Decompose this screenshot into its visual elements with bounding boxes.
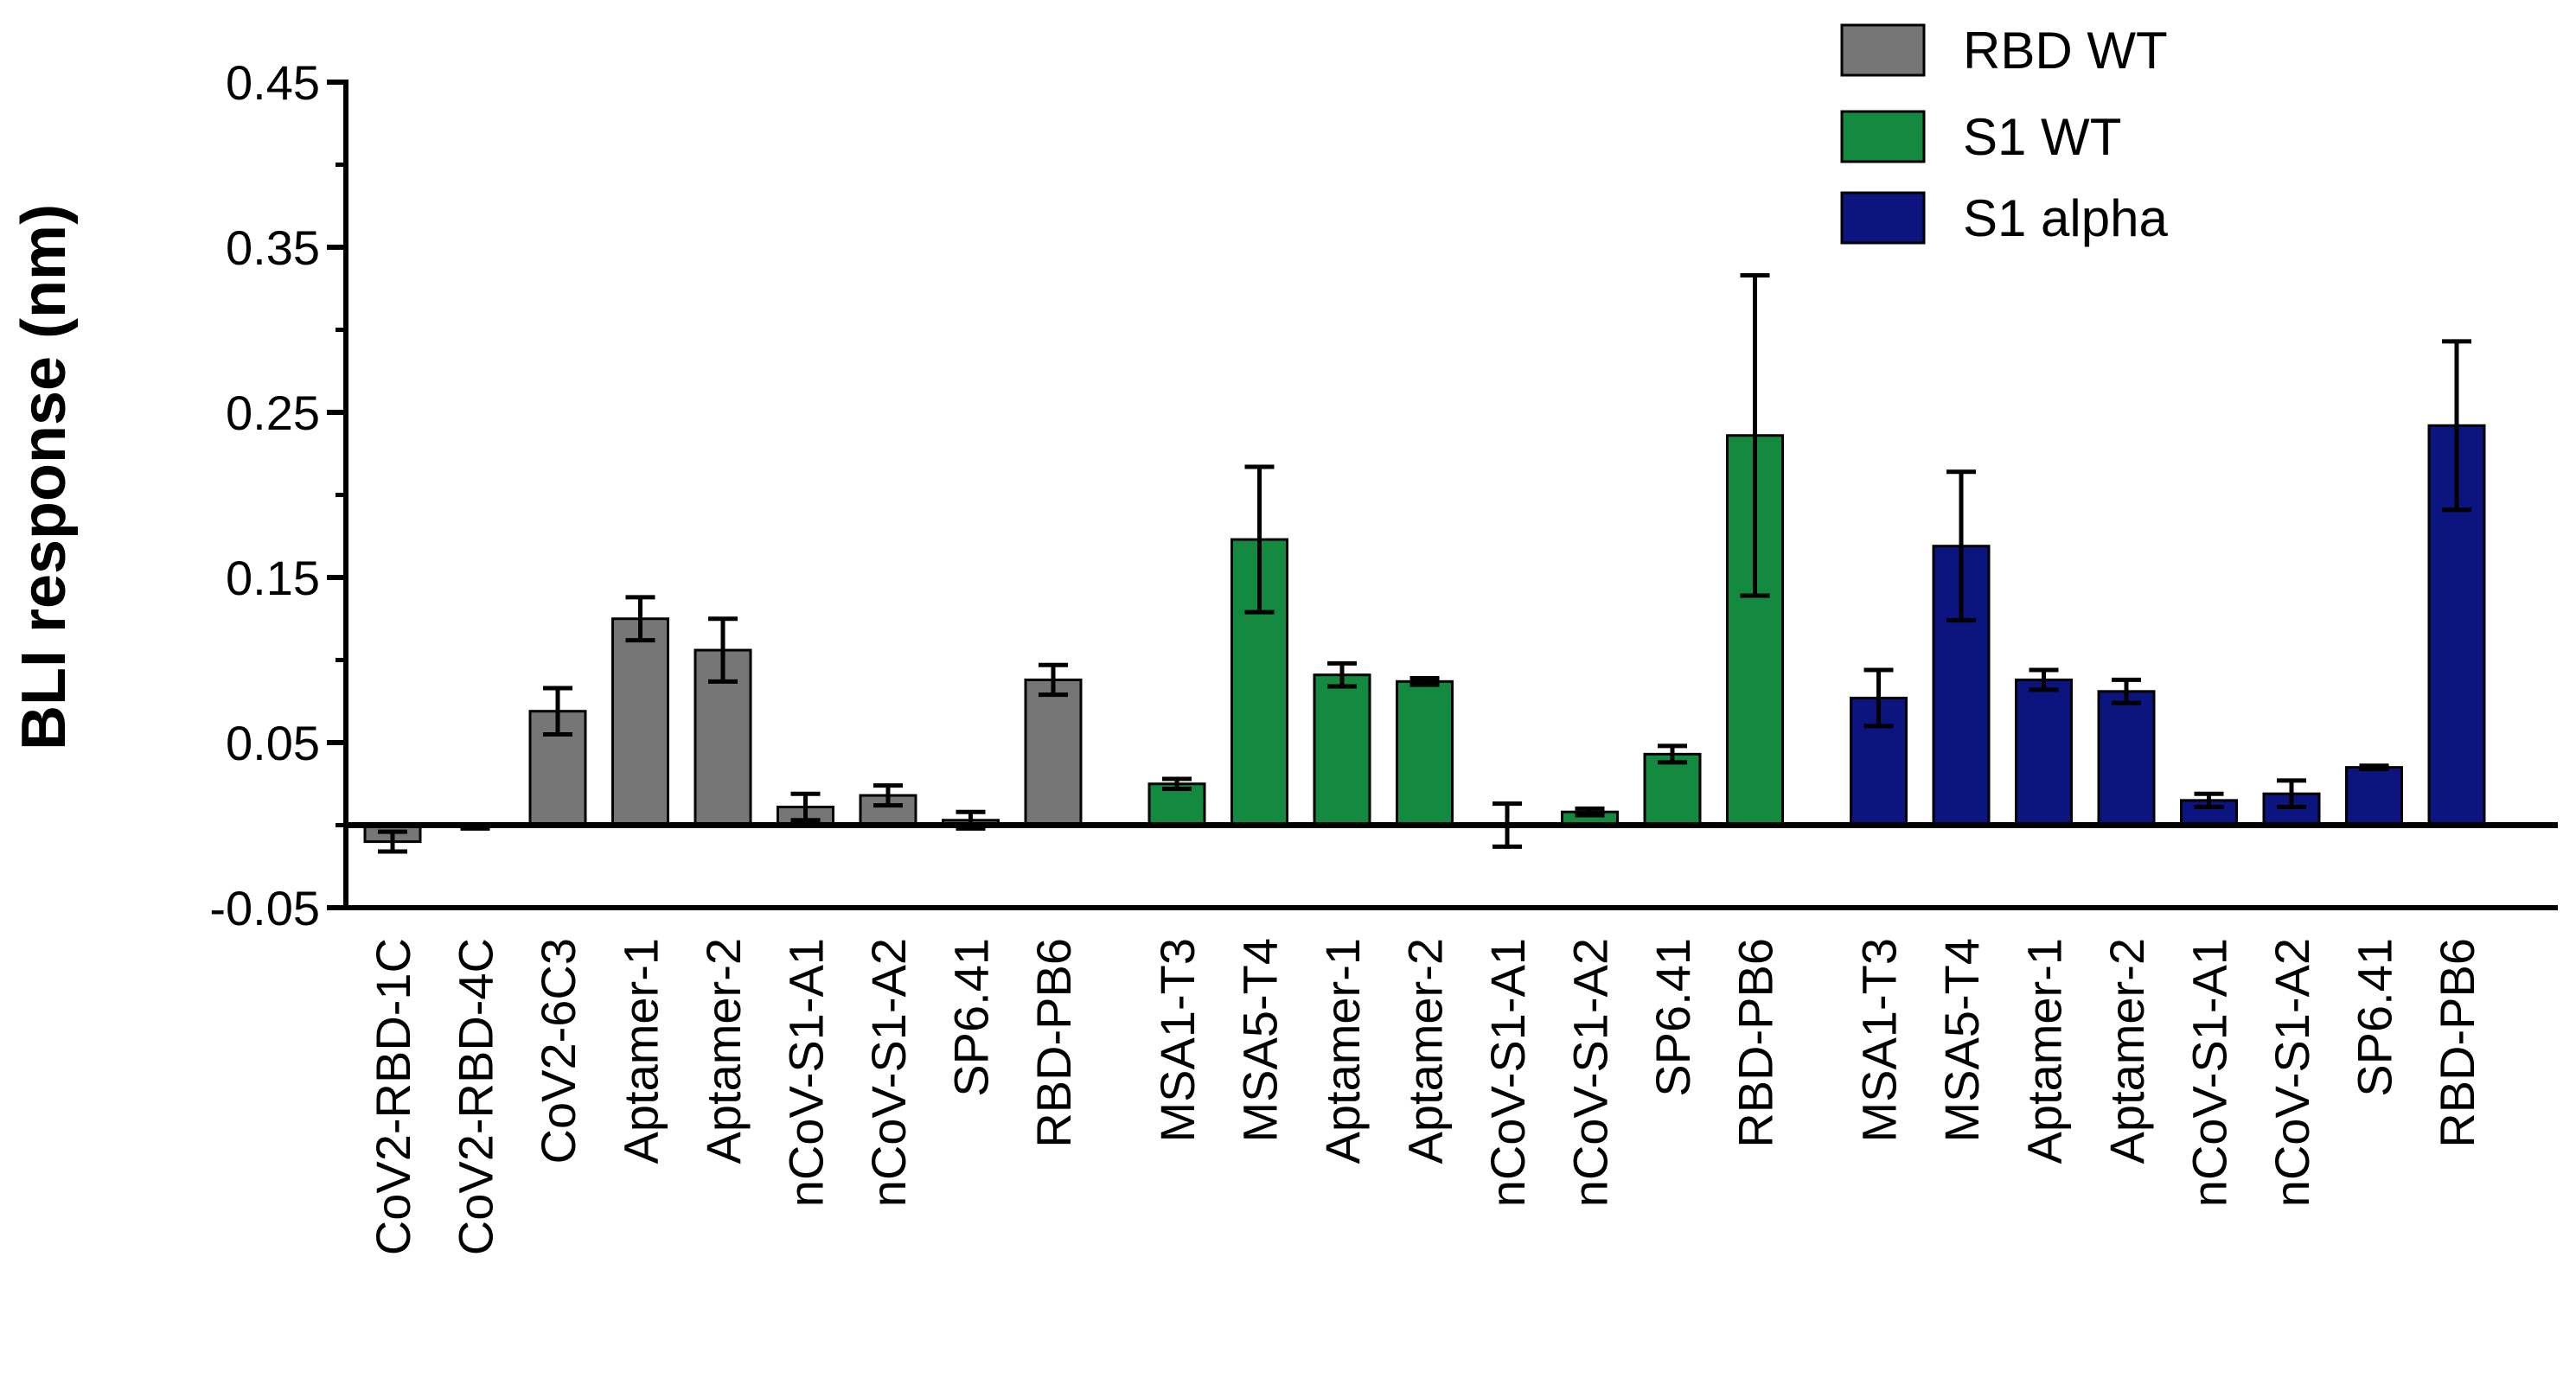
bar-s1-wt-aptamer-1 bbox=[1313, 673, 1371, 826]
legend-item-rbd-wt: RBD WT bbox=[1840, 22, 2168, 80]
category-label: CoV2-6C3 bbox=[531, 938, 585, 1164]
y-tick-label: 0.45 bbox=[226, 55, 320, 110]
category-label: RBD-PB6 bbox=[1026, 938, 1081, 1148]
bar-s1-wt-aptamer-2 bbox=[1396, 679, 1454, 827]
category-label: nCoV-S1-A2 bbox=[2265, 938, 2319, 1207]
error-bar bbox=[1162, 776, 1192, 791]
error-bar bbox=[2277, 778, 2306, 809]
category-label: RBD-PB6 bbox=[1729, 938, 1783, 1148]
error-bar bbox=[625, 595, 655, 643]
legend-item-s1-alpha: S1 alpha bbox=[1840, 189, 2168, 247]
error-bar bbox=[2029, 667, 2059, 692]
legend: RBD WT S1 WT S1 alpha bbox=[1840, 22, 2168, 247]
category-label: nCoV-S1-A1 bbox=[2183, 938, 2237, 1207]
category-label: SP6.41 bbox=[944, 938, 999, 1097]
error-bar bbox=[2359, 763, 2389, 772]
legend-label: RBD WT bbox=[1963, 22, 2168, 80]
category-label: Aptamer-2 bbox=[2100, 938, 2154, 1164]
category-label: MSA1-T3 bbox=[1150, 938, 1205, 1143]
category-label: Aptamer-2 bbox=[1398, 938, 1453, 1164]
y-tick-label: 0.05 bbox=[226, 716, 320, 770]
bar-s1-alpha-aptamer-2 bbox=[2097, 690, 2156, 826]
legend-swatch bbox=[1840, 110, 1926, 163]
error-bar bbox=[2112, 677, 2141, 705]
error-bar bbox=[873, 783, 903, 808]
error-bar bbox=[543, 686, 572, 737]
category-label: Aptamer-1 bbox=[614, 938, 668, 1164]
category-label: Aptamer-2 bbox=[696, 938, 751, 1164]
error-bar bbox=[378, 829, 407, 854]
error-bar bbox=[1244, 464, 1275, 615]
category-label: MSA1-T3 bbox=[1852, 938, 1907, 1143]
legend-label: S1 alpha bbox=[1963, 189, 2168, 247]
error-bar bbox=[1863, 667, 1894, 729]
category-label: MSA5-T4 bbox=[1934, 938, 1989, 1143]
legend-swatch bbox=[1840, 191, 1926, 245]
category-label: nCoV-S1-A1 bbox=[1480, 938, 1535, 1207]
error-bar bbox=[708, 616, 738, 684]
y-tick-label: 0.15 bbox=[226, 551, 320, 605]
error-bar bbox=[1409, 676, 1440, 687]
category-label: RBD-PB6 bbox=[2430, 938, 2484, 1148]
category-label: SP6.41 bbox=[1646, 938, 1700, 1097]
bar-s1-alpha-aptamer-1 bbox=[2015, 678, 2073, 826]
error-bar bbox=[1039, 662, 1068, 698]
legend-label: S1 WT bbox=[1963, 108, 2121, 166]
error-bar bbox=[2442, 339, 2471, 513]
category-label: CoV2-RBD-4C bbox=[449, 938, 503, 1255]
labels-layer: CoV2-RBD-1C CoV2-RBD-4C CoV2-6C3 Aptamer-1 A… bbox=[366, 938, 2484, 1255]
y-tick-label: -0.05 bbox=[209, 881, 320, 935]
category-label: Aptamer-1 bbox=[1315, 938, 1370, 1164]
category-label: CoV2-RBD-1C bbox=[366, 938, 420, 1255]
y-axis-label: BLI response (nm) bbox=[10, 204, 79, 750]
y-tick-label: 0.35 bbox=[226, 220, 320, 275]
category-label: SP6.41 bbox=[2348, 938, 2402, 1097]
bar-rbd-wt-rbd-pb6 bbox=[1024, 678, 1083, 826]
error-bar bbox=[1740, 272, 1770, 598]
error-bar bbox=[1658, 743, 1687, 765]
y-tick-label: 0.25 bbox=[226, 386, 320, 440]
error-bar bbox=[1575, 806, 1605, 818]
error-bar bbox=[790, 791, 821, 823]
error-bar bbox=[1327, 660, 1357, 689]
category-label: nCoV-S1-A2 bbox=[1563, 938, 1618, 1207]
bar-rbd-wt-aptamer-1 bbox=[611, 617, 669, 826]
error-bar bbox=[2194, 791, 2224, 809]
error-bars-layer bbox=[378, 272, 2471, 854]
category-label: Aptamer-1 bbox=[2017, 938, 2072, 1164]
axes-layer: 0.45 0.35 0.25 0.15 0.05 -0.05 bbox=[209, 55, 2558, 935]
error-bar bbox=[1946, 469, 1976, 623]
bar-s1-wt-sp6-41 bbox=[1643, 752, 1702, 826]
legend-swatch bbox=[1840, 23, 1926, 77]
category-label: nCoV-S1-A1 bbox=[779, 938, 834, 1207]
legend-item-s1-wt: S1 WT bbox=[1840, 108, 2121, 166]
category-label: MSA5-T4 bbox=[1233, 938, 1288, 1143]
category-label: nCoV-S1-A2 bbox=[861, 938, 916, 1207]
bar-s1-alpha-sp6-41 bbox=[2345, 766, 2403, 827]
